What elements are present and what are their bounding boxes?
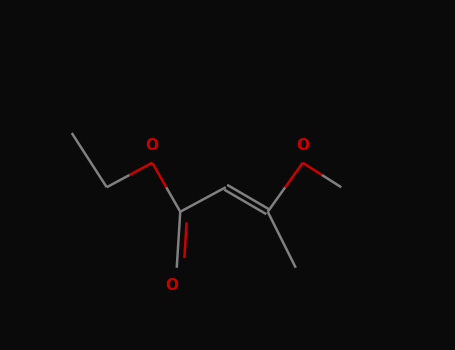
- Text: O: O: [296, 138, 309, 153]
- Text: O: O: [146, 138, 159, 153]
- Text: O: O: [165, 278, 178, 293]
